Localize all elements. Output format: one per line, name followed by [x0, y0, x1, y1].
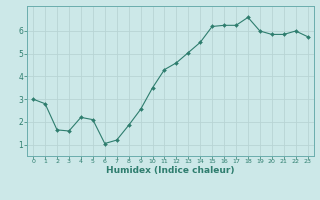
- X-axis label: Humidex (Indice chaleur): Humidex (Indice chaleur): [106, 166, 235, 175]
